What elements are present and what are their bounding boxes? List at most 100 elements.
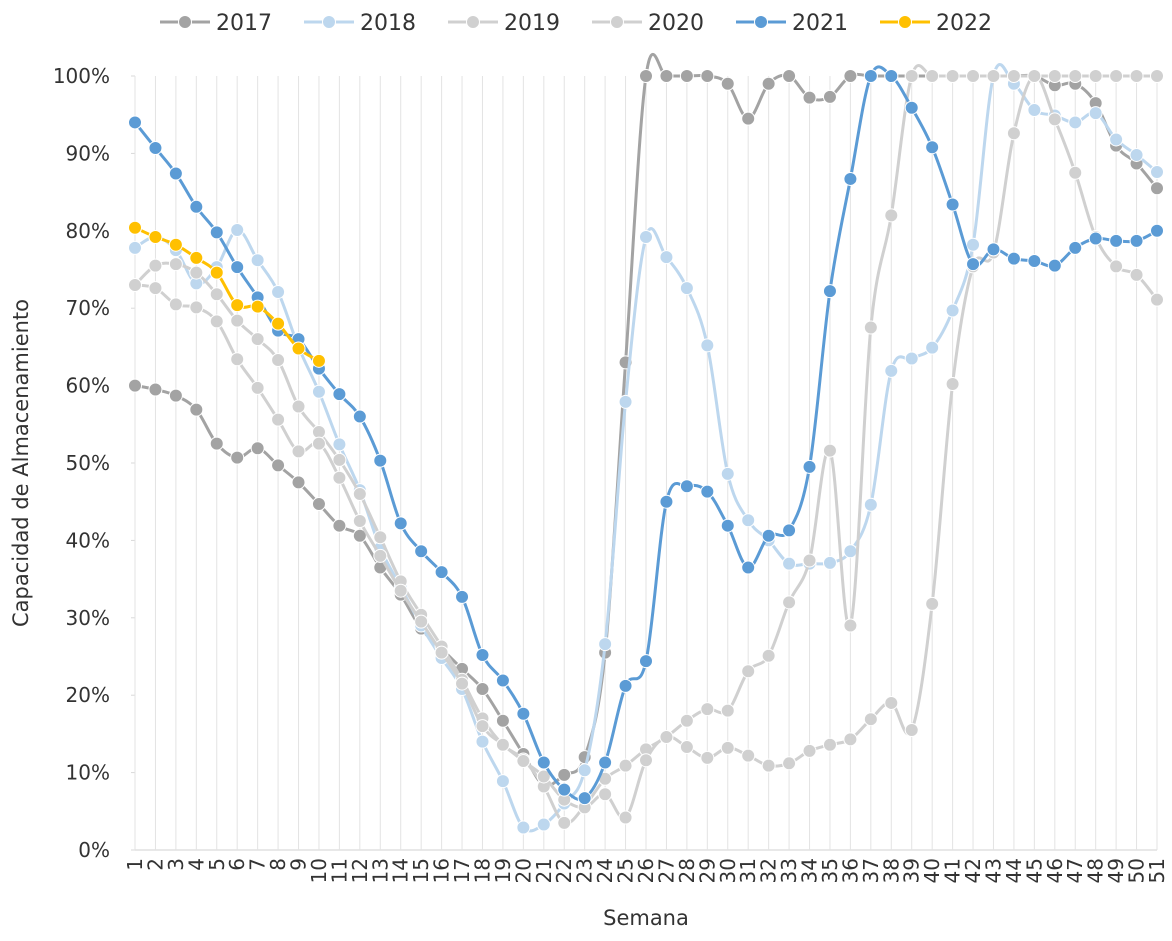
legend-label: 2019 <box>504 11 560 36</box>
point <box>292 400 305 413</box>
point <box>864 70 877 83</box>
point <box>496 775 509 788</box>
point <box>926 597 939 610</box>
legend-marker <box>467 16 480 29</box>
point <box>823 556 836 569</box>
y-axis-label: Capacidad de Almacenamiento <box>9 299 33 627</box>
point <box>967 70 980 83</box>
point <box>353 515 366 528</box>
point <box>272 317 285 330</box>
point <box>823 90 836 103</box>
point <box>885 70 898 83</box>
point <box>844 172 857 185</box>
point <box>640 230 653 243</box>
point <box>169 389 182 402</box>
legend-label: 2017 <box>216 11 272 36</box>
point <box>701 751 714 764</box>
point <box>599 788 612 801</box>
point <box>210 437 223 450</box>
point <box>701 70 714 83</box>
point <box>272 354 285 367</box>
point <box>333 519 346 532</box>
point <box>190 200 203 213</box>
point <box>1007 127 1020 140</box>
point <box>885 209 898 222</box>
point <box>149 259 162 272</box>
point <box>619 395 632 408</box>
point <box>1110 133 1123 146</box>
point <box>864 713 877 726</box>
point <box>251 442 264 455</box>
point <box>292 342 305 355</box>
legend-marker <box>179 16 192 29</box>
point <box>231 261 244 274</box>
point <box>496 714 509 727</box>
point <box>415 615 428 628</box>
point <box>537 818 550 831</box>
point <box>1028 104 1041 117</box>
point <box>1069 166 1082 179</box>
point <box>149 282 162 295</box>
point <box>680 282 693 295</box>
point <box>864 321 877 334</box>
chart: Semana Capacidad de Almacenamiento 0%10%… <box>0 0 1172 937</box>
point <box>1048 113 1061 126</box>
point <box>619 679 632 692</box>
point <box>272 285 285 298</box>
point <box>1028 254 1041 267</box>
point <box>1151 70 1164 83</box>
point <box>783 70 796 83</box>
y-tick-label: 20% <box>66 683 110 707</box>
point <box>394 584 407 597</box>
point <box>292 476 305 489</box>
point <box>967 258 980 271</box>
point <box>578 792 591 805</box>
point <box>946 378 959 391</box>
point <box>1130 148 1143 161</box>
point <box>558 783 571 796</box>
point <box>680 714 693 727</box>
point <box>701 703 714 716</box>
point <box>721 467 734 480</box>
point <box>210 226 223 239</box>
point <box>1110 260 1123 273</box>
point <box>129 116 142 129</box>
point <box>169 238 182 251</box>
legend-label: 2018 <box>360 11 416 36</box>
point <box>312 385 325 398</box>
point <box>803 460 816 473</box>
point <box>1028 70 1041 83</box>
legend-marker <box>611 16 624 29</box>
point <box>742 561 755 574</box>
point <box>1089 107 1102 120</box>
point <box>415 545 428 558</box>
point <box>803 554 816 567</box>
point <box>231 353 244 366</box>
point <box>251 254 264 267</box>
point <box>599 756 612 769</box>
point <box>333 438 346 451</box>
point <box>823 738 836 751</box>
point <box>129 241 142 254</box>
point <box>476 735 489 748</box>
x-axis-label: Semana <box>603 906 689 930</box>
point <box>946 198 959 211</box>
point <box>660 251 673 264</box>
y-tick-label: 80% <box>66 219 110 243</box>
point <box>1130 70 1143 83</box>
point <box>169 258 182 271</box>
point <box>926 341 939 354</box>
point <box>190 266 203 279</box>
point <box>742 514 755 527</box>
point <box>1069 241 1082 254</box>
point <box>1089 70 1102 83</box>
point <box>660 730 673 743</box>
point <box>517 707 530 720</box>
point <box>905 724 918 737</box>
point <box>1151 165 1164 178</box>
point <box>742 112 755 125</box>
point <box>251 381 264 394</box>
point <box>312 426 325 439</box>
point <box>701 339 714 352</box>
point <box>844 619 857 632</box>
